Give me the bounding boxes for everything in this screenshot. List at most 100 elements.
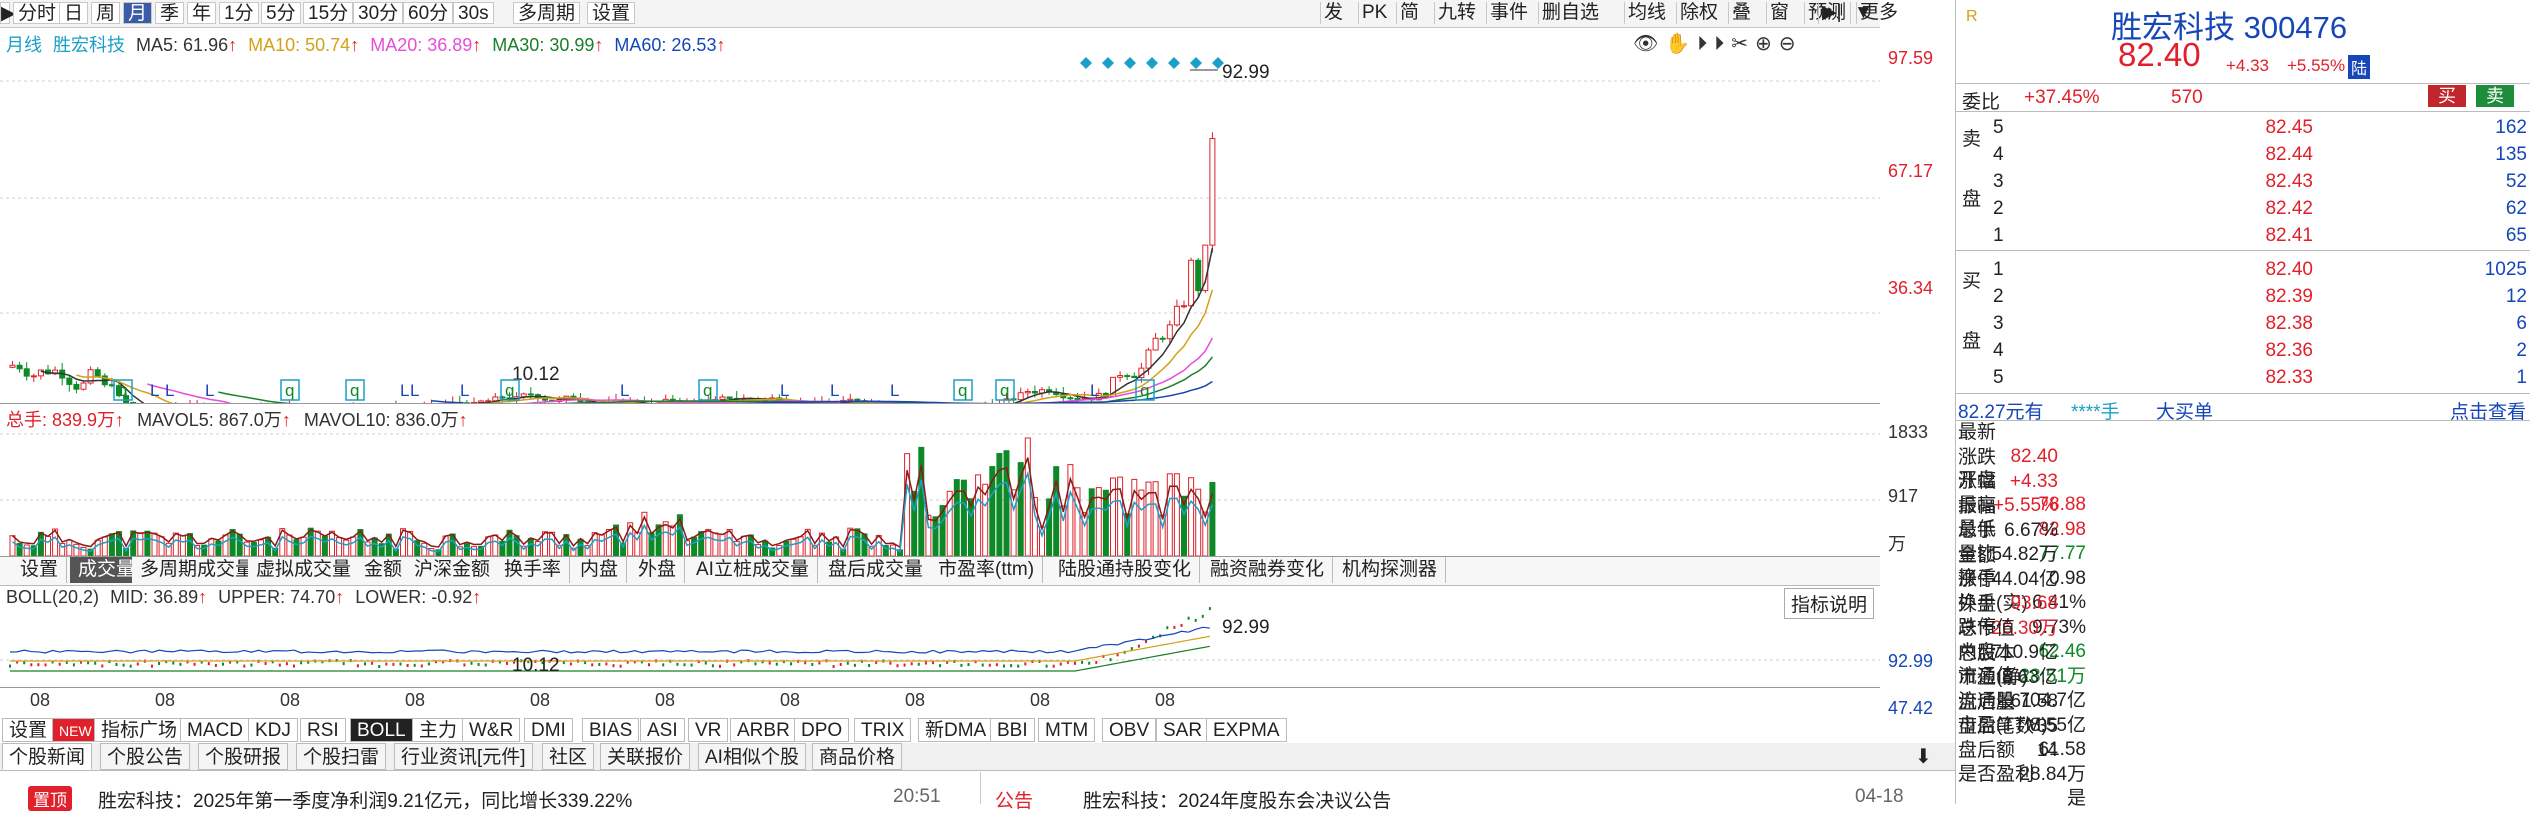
bottom-indicator-tab-12[interactable]: VR bbox=[688, 718, 728, 742]
bottom-indicator-tab-19[interactable]: OBV bbox=[1102, 718, 1156, 742]
indicator-tab-4[interactable]: 金额 bbox=[356, 557, 411, 583]
toolbar-tool-4[interactable]: 事件 bbox=[1486, 2, 1531, 24]
news-tab-0[interactable]: 个股新闻 bbox=[2, 743, 92, 770]
period-tab-8[interactable]: 15分 bbox=[303, 2, 353, 24]
ask-price: 82.43 bbox=[2213, 168, 2313, 195]
toolbar-end-icon[interactable]: ▶| bbox=[1818, 2, 1845, 24]
price-tick-high: 97.59 bbox=[1888, 48, 1933, 69]
indicator-tab-13[interactable]: 融资融券变化 bbox=[1202, 557, 1333, 583]
period-tab-9[interactable]: 30分 bbox=[353, 2, 403, 24]
bottom-indicator-tab-9[interactable]: DMI bbox=[524, 718, 573, 742]
bottom-indicator-tab-21[interactable]: EXPMA bbox=[1206, 718, 1287, 742]
period-tab-0[interactable]: 分时 bbox=[13, 2, 61, 24]
toolbar-tool-7[interactable]: 除权 bbox=[1676, 2, 1721, 24]
bottom-indicator-tab-17[interactable]: BBI bbox=[990, 718, 1035, 742]
period-tab-3[interactable]: 月 bbox=[123, 2, 152, 24]
ask-level: 3 bbox=[1993, 168, 2004, 195]
buy-button[interactable]: 买 bbox=[2428, 85, 2466, 107]
period-tab-11[interactable]: 30s bbox=[453, 2, 494, 24]
signal-diamond bbox=[1124, 57, 1136, 69]
stat-label: 总手 bbox=[1958, 519, 2528, 543]
bottom-indicator-tab-15[interactable]: TRIX bbox=[854, 718, 911, 742]
period-tab-13[interactable]: 设置 bbox=[587, 2, 635, 24]
ask-price: 82.42 bbox=[2213, 195, 2313, 222]
indicator-tab-0[interactable]: 设置 bbox=[12, 557, 67, 583]
pattern-marker: L bbox=[830, 381, 839, 400]
bottom-indicator-tab-0[interactable]: 设置 bbox=[2, 718, 54, 742]
bottom-indicator-tab-5[interactable]: RSI bbox=[300, 718, 346, 742]
news-tag: 公告 bbox=[995, 786, 1033, 813]
bottom-indicator-tab-1[interactable]: NEW bbox=[52, 718, 99, 742]
news-tab-5[interactable]: 社区 bbox=[542, 743, 594, 770]
big-order-link[interactable]: 点击查看 bbox=[2450, 397, 2526, 424]
indicator-tab-5[interactable]: 沪深金额 bbox=[406, 557, 499, 583]
bottom-indicator-tab-13[interactable]: ARBR bbox=[730, 718, 797, 742]
sell-button[interactable]: 卖 bbox=[2476, 85, 2514, 107]
stat-value: 14 bbox=[1958, 739, 2058, 763]
toolbar-tool-5[interactable]: 删自选 bbox=[1538, 2, 1602, 24]
toolbar-tool-9[interactable]: 窗 bbox=[1766, 2, 1792, 24]
bottom-indicator-tab-4[interactable]: KDJ bbox=[248, 718, 298, 742]
news-tab-8[interactable]: 商品价格 bbox=[812, 743, 902, 770]
toolbar-tool-2[interactable]: 简 bbox=[1396, 2, 1422, 24]
indicator-tab-9[interactable]: AI立桩成交量 bbox=[688, 557, 818, 583]
bottom-indicator-tab-3[interactable]: MACD bbox=[180, 718, 250, 742]
bottom-indicator-tab-16[interactable]: 新DMA bbox=[918, 718, 993, 742]
indicator-tab-3[interactable]: 虚拟成交量 bbox=[248, 557, 360, 583]
bottom-indicator-tab-20[interactable]: SAR bbox=[1156, 718, 1209, 742]
period-tab-12[interactable]: 多周期 bbox=[513, 2, 580, 24]
news-tab-2[interactable]: 个股研报 bbox=[198, 743, 288, 770]
toolbar-tool-0[interactable]: 发 bbox=[1320, 2, 1346, 24]
bottom-indicator-tab-14[interactable]: DPO bbox=[794, 718, 849, 742]
news-tab-1[interactable]: 个股公告 bbox=[100, 743, 190, 770]
toolbar-back-icon[interactable]: ▶ bbox=[0, 2, 10, 24]
toolbar-tool-3[interactable]: 九转 bbox=[1434, 2, 1479, 24]
news-item[interactable]: 公告 胜宏科技：2024年度股东会决议公告 04-18 bbox=[985, 772, 1950, 804]
period-tab-5[interactable]: 年 bbox=[187, 2, 216, 24]
indicator-tab-6[interactable]: 换手率 bbox=[496, 557, 570, 583]
news-tab-7[interactable]: AI相似个股 bbox=[698, 743, 806, 770]
indicator-tab-8[interactable]: 外盘 bbox=[630, 557, 685, 583]
period-tab-2[interactable]: 周 bbox=[91, 2, 120, 24]
period-tab-1[interactable]: 日 bbox=[59, 2, 88, 24]
indicator-tab-11[interactable]: 市盈率(ttm) bbox=[930, 557, 1043, 583]
bottom-indicator-tab-18[interactable]: MTM bbox=[1038, 718, 1095, 742]
period-tab-7[interactable]: 5分 bbox=[261, 2, 301, 24]
stat-label: 金额 bbox=[1958, 544, 2528, 568]
period-tab-6[interactable]: 1分 bbox=[219, 2, 259, 24]
pattern-marker: q bbox=[1000, 381, 1009, 400]
indicator-tab-12[interactable]: 陆股通持股变化 bbox=[1050, 557, 1200, 583]
news-tab-4[interactable]: 行业资讯[元件] bbox=[394, 743, 533, 770]
bottom-indicator-tab-7[interactable]: 主力 bbox=[412, 718, 464, 742]
indicator-tab-7[interactable]: 内盘 bbox=[572, 557, 627, 583]
toolbar-tool-6[interactable]: 均线 bbox=[1624, 2, 1669, 24]
news-tab-6[interactable]: 关联报价 bbox=[600, 743, 690, 770]
period-tab-4[interactable]: 季 bbox=[155, 2, 184, 24]
weibi-value: +37.45% bbox=[2024, 87, 2100, 109]
stat-label: 盘后量 bbox=[1958, 691, 2528, 715]
indicator-tab-14[interactable]: 机构探测器 bbox=[1334, 557, 1446, 583]
bottom-indicator-tab-6[interactable]: BOLL bbox=[350, 718, 413, 742]
period-tab-10[interactable]: 60分 bbox=[403, 2, 453, 24]
bottom-indicator-tab-2[interactable]: 指标广场 bbox=[94, 718, 184, 742]
download-icon[interactable]: ⬇ bbox=[1915, 744, 1932, 769]
news-tab-3[interactable]: 个股扫雷 bbox=[296, 743, 386, 770]
bottom-indicator-tab-10[interactable]: BIAS bbox=[582, 718, 639, 742]
indicator-tab-2[interactable]: 多周期成交量 bbox=[132, 557, 263, 583]
bottom-indicator-tab-8[interactable]: W&R bbox=[462, 718, 520, 742]
signal-diamond bbox=[1102, 57, 1114, 69]
toolbar-dropdown-icon[interactable]: ▼ bbox=[1850, 2, 1876, 24]
ask-volume: 62 bbox=[2506, 195, 2527, 222]
bottom-indicator-tab-11[interactable]: ASI bbox=[640, 718, 685, 742]
toolbar-tool-8[interactable]: 叠 bbox=[1728, 2, 1754, 24]
news-item[interactable]: 置顶 胜宏科技：2025年第一季度净利润9.21亿元，同比增长339.22% 2… bbox=[0, 772, 981, 804]
toolbar-tool-1[interactable]: PK bbox=[1358, 2, 1390, 24]
indicator-tab-10[interactable]: 盘后成交量 bbox=[820, 557, 932, 583]
